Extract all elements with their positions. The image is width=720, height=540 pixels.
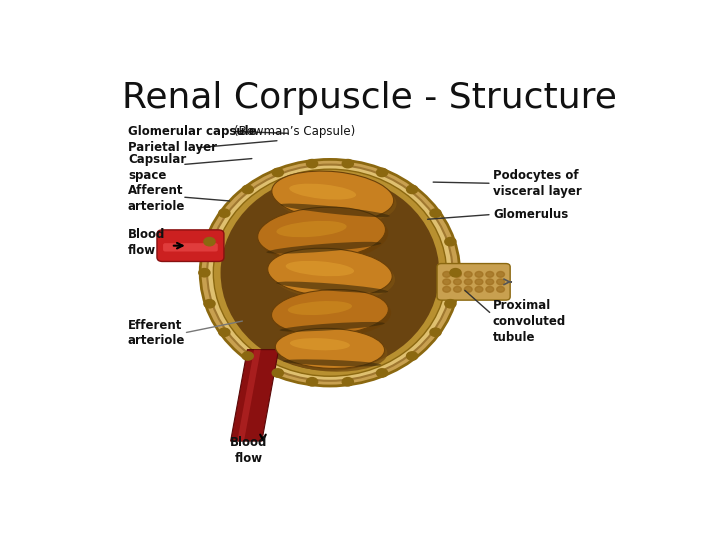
Ellipse shape <box>274 174 397 224</box>
Circle shape <box>199 268 210 277</box>
Text: arteriole: arteriole <box>128 334 185 347</box>
Ellipse shape <box>279 322 384 332</box>
Text: visceral layer: visceral layer <box>493 185 582 198</box>
Text: Parietal layer: Parietal layer <box>128 141 217 154</box>
Text: arteriole: arteriole <box>128 200 185 213</box>
Text: Blood: Blood <box>230 436 268 449</box>
Circle shape <box>443 279 451 285</box>
Ellipse shape <box>213 169 446 376</box>
Ellipse shape <box>275 328 384 368</box>
Ellipse shape <box>283 360 382 367</box>
Circle shape <box>377 168 387 177</box>
Circle shape <box>407 352 418 360</box>
Circle shape <box>407 185 418 193</box>
Circle shape <box>430 209 441 217</box>
Ellipse shape <box>289 184 356 200</box>
Text: tubule: tubule <box>493 331 536 344</box>
Circle shape <box>443 272 451 277</box>
Circle shape <box>486 286 494 292</box>
Circle shape <box>342 377 354 386</box>
Text: Glomerulus: Glomerulus <box>493 208 568 221</box>
Ellipse shape <box>286 261 354 276</box>
Circle shape <box>497 279 505 285</box>
Circle shape <box>475 272 483 277</box>
Text: Blood: Blood <box>128 228 166 241</box>
Circle shape <box>430 328 441 336</box>
Polygon shape <box>238 349 261 441</box>
Ellipse shape <box>271 289 388 335</box>
Text: Capsular: Capsular <box>128 153 186 166</box>
Ellipse shape <box>276 281 388 293</box>
Circle shape <box>242 352 253 360</box>
Text: flow: flow <box>235 452 263 465</box>
Circle shape <box>377 369 387 377</box>
Circle shape <box>445 238 456 246</box>
Circle shape <box>307 159 318 168</box>
Circle shape <box>307 377 318 386</box>
Ellipse shape <box>288 301 352 315</box>
Circle shape <box>342 159 354 168</box>
Circle shape <box>272 168 284 177</box>
Text: Renal Corpuscle - Structure: Renal Corpuscle - Structure <box>122 82 616 116</box>
Circle shape <box>475 286 483 292</box>
Ellipse shape <box>207 165 453 381</box>
Ellipse shape <box>220 174 439 371</box>
Ellipse shape <box>278 332 387 372</box>
Circle shape <box>272 369 284 377</box>
Text: Afferent: Afferent <box>128 184 184 197</box>
Circle shape <box>486 272 494 277</box>
Text: Proximal: Proximal <box>493 300 551 313</box>
FancyBboxPatch shape <box>163 243 217 252</box>
Ellipse shape <box>258 207 385 259</box>
Ellipse shape <box>276 221 346 237</box>
FancyBboxPatch shape <box>437 264 510 300</box>
Circle shape <box>454 272 462 277</box>
Circle shape <box>497 286 505 292</box>
Text: Glomerular capsule: Glomerular capsule <box>128 125 256 138</box>
Text: Efferent: Efferent <box>128 319 182 332</box>
Ellipse shape <box>266 242 382 254</box>
FancyBboxPatch shape <box>157 230 224 261</box>
Ellipse shape <box>271 252 395 300</box>
Circle shape <box>242 185 253 193</box>
Ellipse shape <box>274 293 391 338</box>
Ellipse shape <box>200 159 459 386</box>
Polygon shape <box>230 349 279 441</box>
Circle shape <box>464 279 472 285</box>
Circle shape <box>454 286 462 292</box>
Ellipse shape <box>280 204 390 217</box>
Circle shape <box>445 300 456 308</box>
Circle shape <box>219 328 230 336</box>
Circle shape <box>486 279 494 285</box>
Text: flow: flow <box>128 244 156 256</box>
Circle shape <box>464 286 472 292</box>
Ellipse shape <box>261 211 388 262</box>
Text: (Bowman’s Capsule): (Bowman’s Capsule) <box>234 125 355 138</box>
Circle shape <box>464 272 472 277</box>
Circle shape <box>204 238 215 246</box>
Ellipse shape <box>268 248 392 297</box>
Text: space: space <box>128 169 166 182</box>
Circle shape <box>497 272 505 277</box>
Circle shape <box>475 279 483 285</box>
Text: Podocytes of: Podocytes of <box>493 169 578 182</box>
Ellipse shape <box>271 171 394 220</box>
Circle shape <box>204 300 215 308</box>
Ellipse shape <box>290 338 350 350</box>
Circle shape <box>454 279 462 285</box>
Text: convoluted: convoluted <box>493 315 566 328</box>
Circle shape <box>443 286 451 292</box>
Circle shape <box>450 268 461 277</box>
Circle shape <box>219 209 230 217</box>
